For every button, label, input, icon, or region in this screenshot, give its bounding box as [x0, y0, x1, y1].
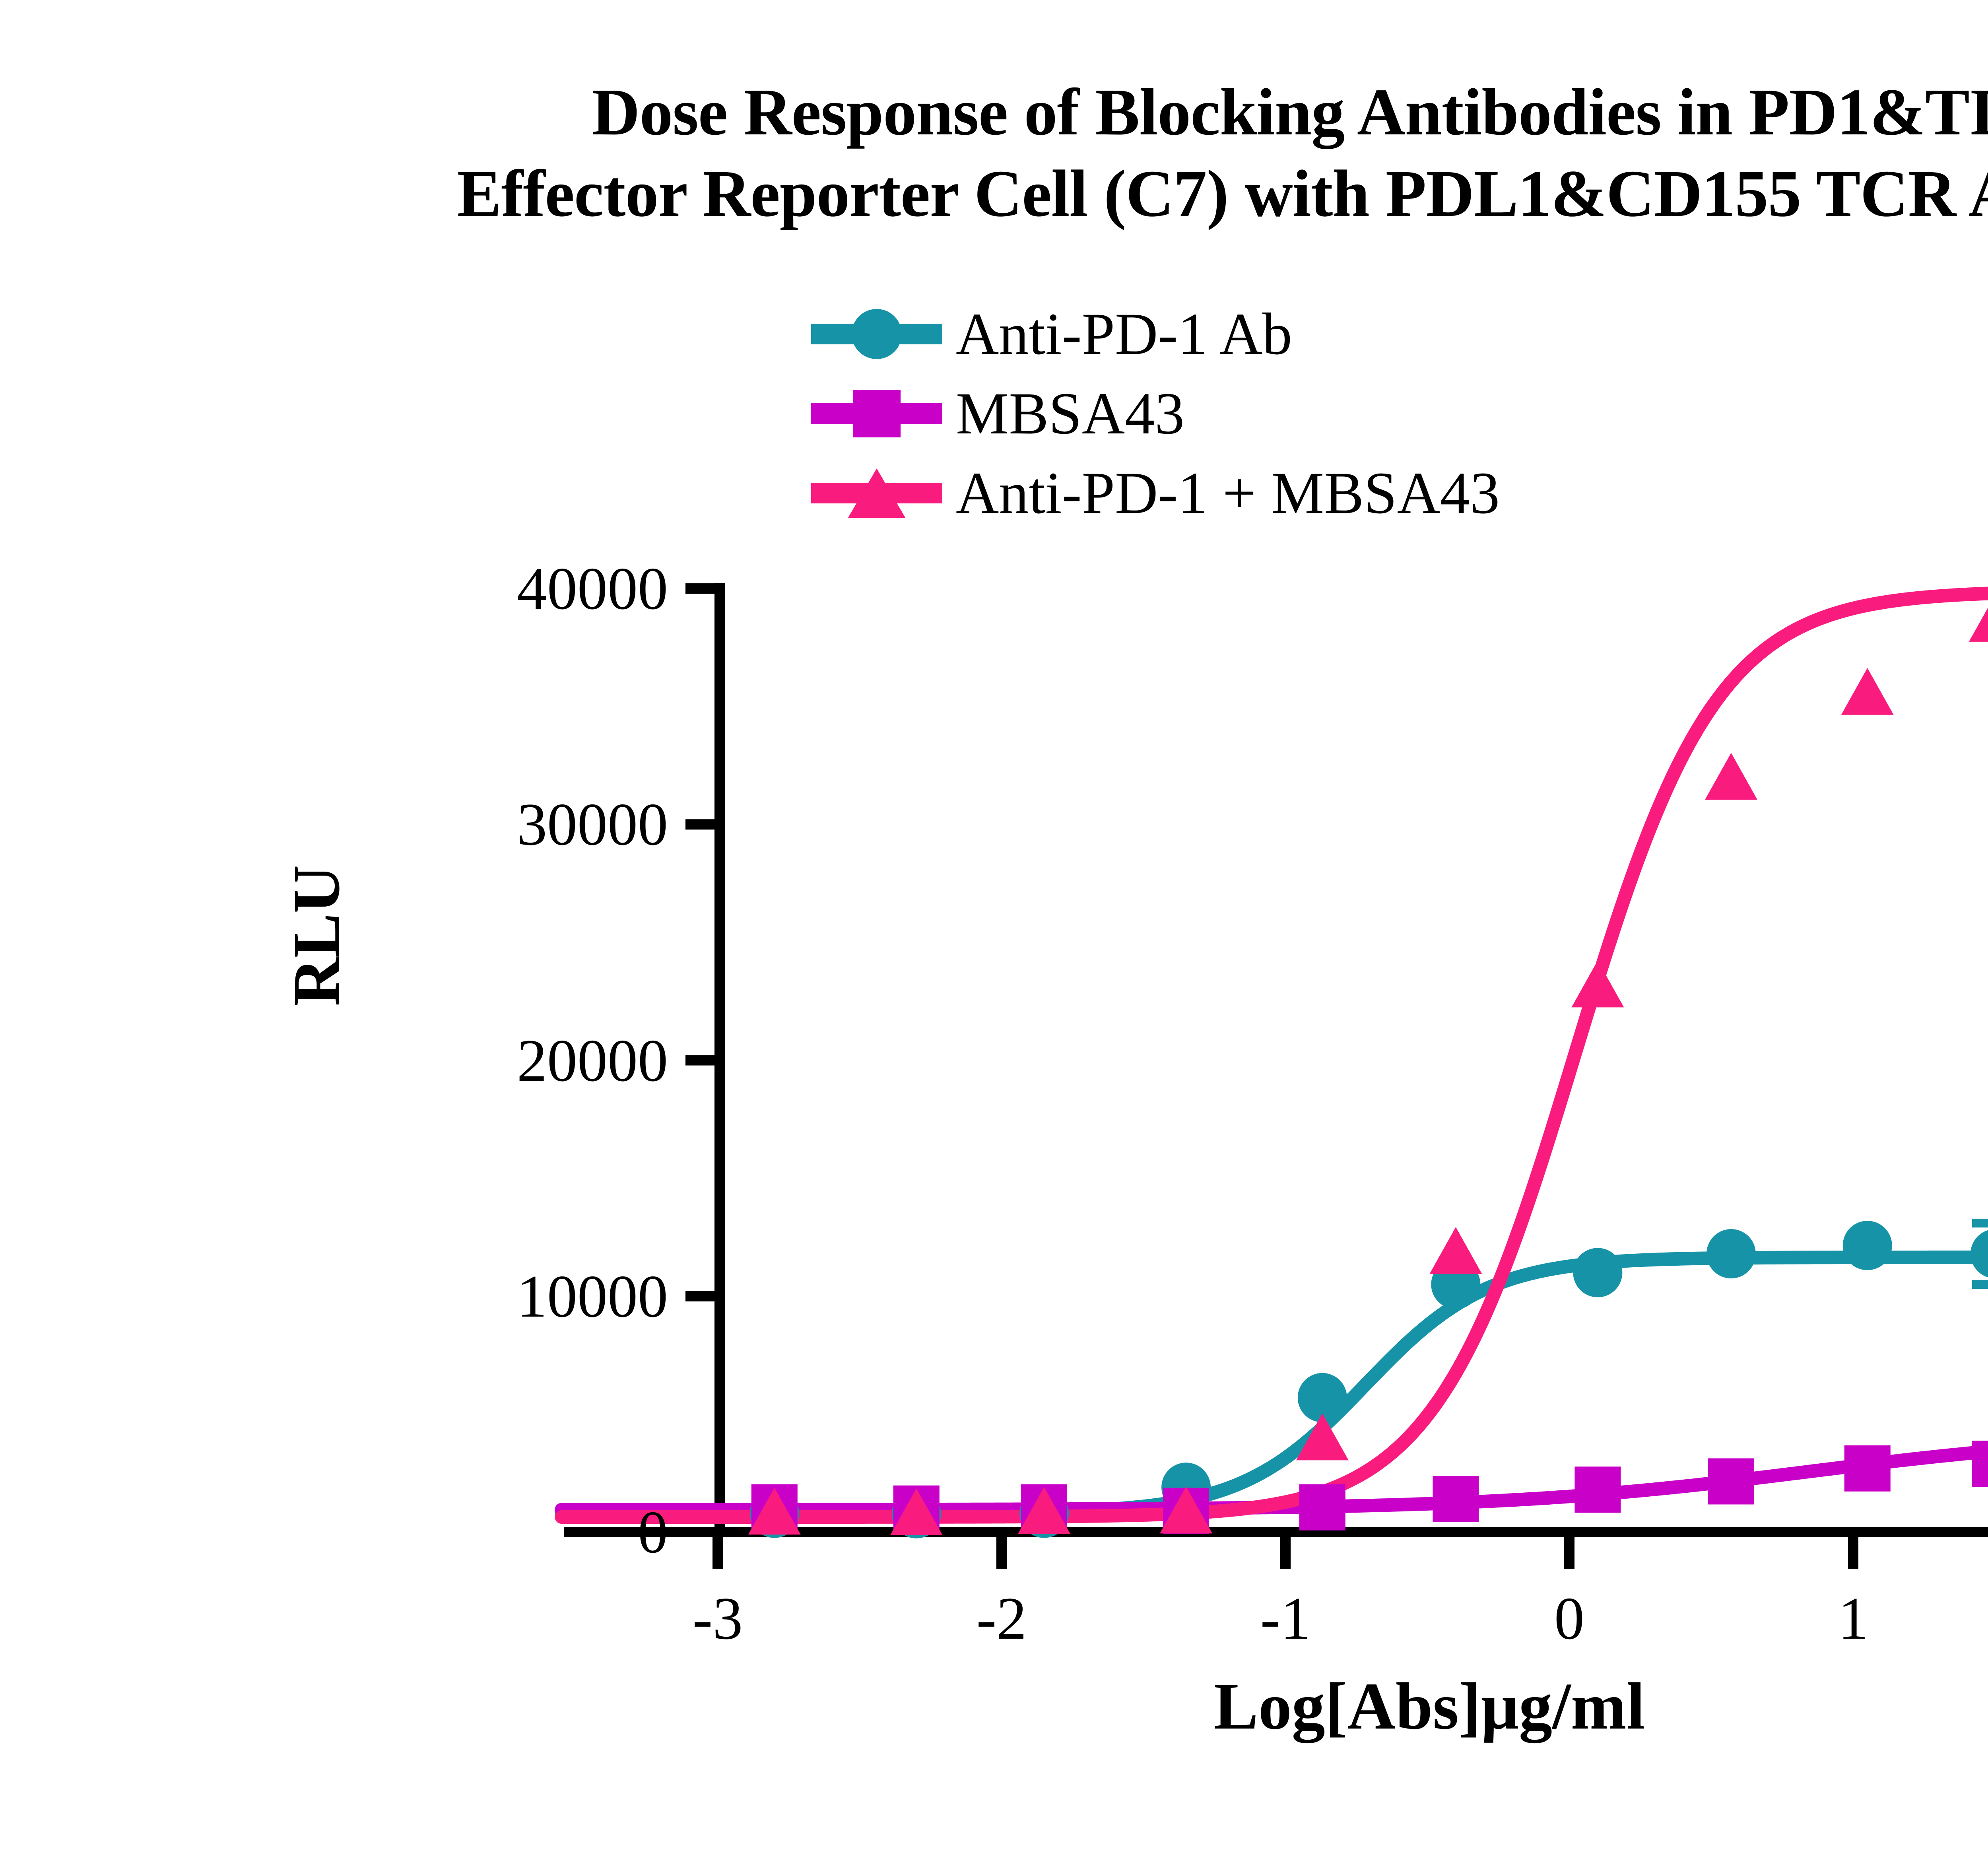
x-tick-label-1: -2: [976, 1585, 1027, 1652]
legend-item-anti-pd-1-plus-mbsa43[interactable]: Anti-PD-1 + MBSA43: [811, 453, 1500, 533]
data-point-anti-pd-1-mbsa43-2: [1018, 1487, 1071, 1534]
data-point-mbsa43-7: [1708, 1458, 1754, 1505]
x-tick-label-4: 1: [1838, 1585, 1868, 1652]
x-tick-label-0: -3: [692, 1585, 743, 1652]
data-point-anti-pd-1-mbsa43-1: [890, 1488, 943, 1536]
data-point-mbsa43-4: [1299, 1484, 1345, 1531]
data-point-anti-pd-1-mbsa43-0: [748, 1488, 801, 1535]
x-tick-label-3: 0: [1554, 1585, 1584, 1652]
data-point-anti-pd-1-mbsa43-5: [1429, 1227, 1482, 1274]
legend-marker-square-icon: [811, 390, 942, 437]
x-tick-label-2: -1: [1260, 1585, 1311, 1652]
y-tick-label-3: 30000: [517, 791, 668, 858]
y-axis-title: RLU: [280, 865, 353, 1006]
data-point-mbsa43-8: [1844, 1445, 1891, 1492]
legend-marker-circle-icon: [811, 309, 942, 359]
y-tick-label-1: 10000: [517, 1263, 668, 1330]
chart-legend: Anti-PD-1 Ab MBSA43 Anti-PD-1 + MBSA43: [811, 294, 1500, 533]
fit-curve-mbsa43: [555, 1445, 1988, 1517]
data-point-anti-pd-1-mbsa43-7: [1705, 753, 1757, 800]
data-point-mbsa43-6: [1574, 1466, 1621, 1513]
y-tick-label-0: 0: [638, 1499, 668, 1566]
data-point-anti-pd-1-ab-7: [1706, 1229, 1756, 1278]
data-point-mbsa43-5: [1433, 1476, 1479, 1522]
legend-marker-triangle-icon: [811, 468, 942, 518]
data-point-anti-pd-1-ab-4: [1297, 1373, 1347, 1422]
data-point-anti-pd-1-mbsa43-4: [1296, 1413, 1349, 1461]
legend-label-anti-pd-1-plus-mbsa43: Anti-PD-1 + MBSA43: [956, 460, 1500, 526]
chart-title: Dose Response of Blocking Antibodies in …: [0, 72, 1988, 235]
data-point-anti-pd-1-ab-8: [1842, 1221, 1892, 1270]
data-point-anti-pd-1-mbsa43-9: [1969, 608, 1988, 642]
data-point-anti-pd-1-mbsa43-6: [1571, 960, 1624, 1008]
fit-curve-anti-pd-1-mbsa43: [555, 587, 1988, 1524]
data-point-mbsa43-9: [1972, 1440, 1988, 1487]
data-point-anti-pd-1-ab-6: [1573, 1248, 1623, 1297]
data-point-anti-pd-1-ab-9: [1971, 1230, 1988, 1278]
chart-title-line-1: Dose Response of Blocking Antibodies in …: [592, 75, 1988, 149]
legend-item-anti-pd-1-ab[interactable]: Anti-PD-1 Ab: [811, 294, 1500, 374]
data-point-anti-pd-1-mbsa43-3: [1160, 1486, 1213, 1534]
legend-label-mbsa43: MBSA43: [956, 381, 1185, 447]
x-axis-title: Log[Abs]μg/ml: [1213, 1669, 1645, 1743]
legend-label-anti-pd-1-ab: Anti-PD-1 Ab: [956, 301, 1292, 367]
legend-item-mbsa43[interactable]: MBSA43: [811, 374, 1500, 453]
chart-title-line-2: Effector Reporter Cell (C7) with PDL1&CD…: [457, 156, 1988, 231]
y-tick-label-4: 40000: [517, 555, 668, 622]
y-tick-label-2: 20000: [517, 1027, 668, 1094]
data-point-anti-pd-1-mbsa43-8: [1841, 668, 1894, 715]
